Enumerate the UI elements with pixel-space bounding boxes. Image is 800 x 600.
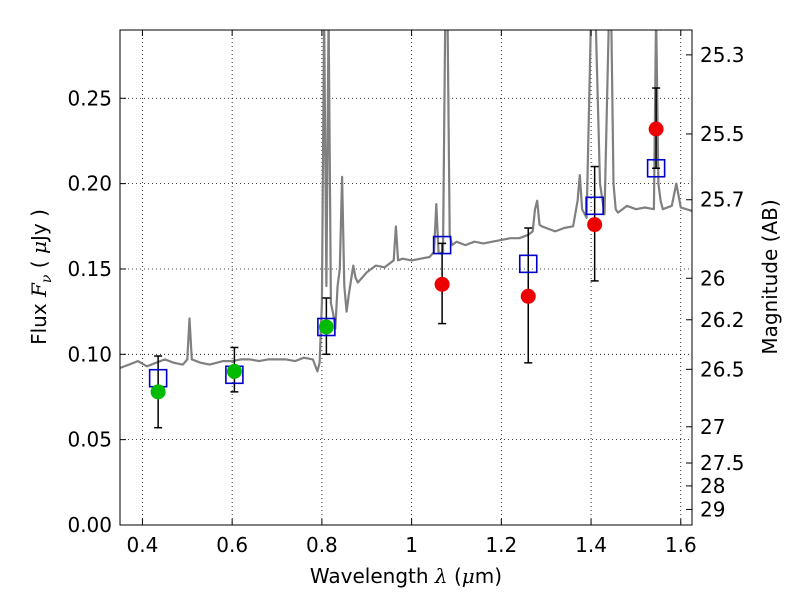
model-band-square bbox=[646, 158, 666, 178]
right-tick-label: 25.5 bbox=[700, 122, 745, 146]
observed-point bbox=[318, 319, 334, 335]
x-tick-label: 1.2 bbox=[485, 533, 517, 557]
y-tick-label: 0.25 bbox=[67, 86, 112, 110]
y-tick-label: 0.15 bbox=[67, 257, 112, 281]
right-tick-label: 28 bbox=[700, 474, 725, 498]
y-right-axis-label: Magnitude (AB) bbox=[758, 199, 782, 354]
x-tick-label: 1.4 bbox=[575, 533, 607, 557]
plot-frame bbox=[119, 29, 693, 526]
x-tick-label: 0.6 bbox=[216, 533, 248, 557]
x-tick-label: 1.6 bbox=[665, 533, 697, 557]
x-tick-label: 0.4 bbox=[127, 533, 159, 557]
model-band-square bbox=[585, 196, 604, 216]
y-tick-label: 0.00 bbox=[67, 513, 112, 537]
right-tick-label: 26 bbox=[700, 266, 725, 290]
x-tick-label: 1 bbox=[405, 533, 418, 557]
marker-layer bbox=[148, 121, 666, 400]
y-tick-label: 0.20 bbox=[67, 172, 112, 196]
right-tick-label: 26.5 bbox=[700, 357, 745, 381]
tick-layer: 0.4 0.6 0.8 1 1.2 1.4 1.6 0.00 0.05 0.10 0.15 0.20 0… bbox=[67, 30, 745, 557]
model-band-square bbox=[317, 317, 336, 337]
observed-point bbox=[150, 384, 166, 400]
plot-background bbox=[120, 30, 692, 525]
right-tick-label: 25.7 bbox=[700, 188, 745, 212]
observed-point bbox=[587, 217, 603, 233]
observed-point bbox=[226, 363, 242, 379]
observed-point bbox=[434, 276, 450, 292]
observed-point bbox=[648, 121, 664, 137]
model-band-square bbox=[432, 235, 452, 255]
model-band-square bbox=[518, 254, 538, 274]
y-axis-label: Flux Fν ( μJy ) bbox=[27, 209, 55, 345]
right-tick-label: 26.2 bbox=[700, 308, 745, 332]
observed-point bbox=[520, 288, 536, 304]
x-axis-label: Wavelength λ (μm) bbox=[310, 564, 502, 588]
right-tick-label: 25.3 bbox=[700, 43, 745, 67]
model-sed-line bbox=[120, 30, 692, 373]
right-tick-label: 27 bbox=[700, 415, 725, 439]
x-tick-label: 0.8 bbox=[306, 533, 338, 557]
y-tick-label: 0.05 bbox=[67, 428, 112, 452]
right-tick-label: 29 bbox=[700, 497, 725, 521]
model-sed-layer bbox=[120, 30, 692, 373]
y-tick-label: 0.10 bbox=[67, 342, 112, 366]
grid-lines bbox=[120, 30, 692, 525]
right-tick-label: 27.5 bbox=[700, 451, 745, 475]
